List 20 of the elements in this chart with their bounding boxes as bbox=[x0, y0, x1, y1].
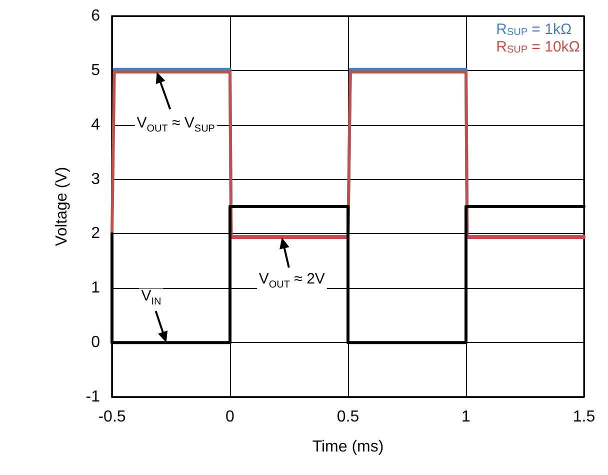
y-tick-label: 3 bbox=[91, 170, 100, 188]
text: RSUP = 10kΩ bbox=[496, 38, 580, 56]
y-tick-label: 1 bbox=[91, 280, 100, 297]
text: RSUP = 1kΩ bbox=[496, 21, 572, 38]
y-tick-label: 4 bbox=[91, 116, 100, 134]
x-tick-label: 0.5 bbox=[336, 408, 360, 426]
annotation: V$_{OUT}$ ≈ 2V bbox=[256, 270, 327, 290]
y-axis-title: Voltage (V) bbox=[54, 166, 70, 246]
y-tick-label: 0 bbox=[91, 334, 100, 352]
x-tick-label: -0.5 bbox=[98, 408, 126, 426]
y-tick-label: 2 bbox=[91, 225, 100, 242]
y-tick-label: 5 bbox=[91, 62, 100, 79]
x-axis-title: Time (ms) bbox=[312, 438, 384, 456]
annotation: V$_{IN}$ bbox=[139, 287, 164, 308]
x-tick-label: 1.5 bbox=[572, 408, 596, 426]
y-tick-label: -1 bbox=[86, 388, 100, 406]
x-tick-label: 0 bbox=[226, 408, 235, 426]
annotation: V$_{OUT}$ ≈ V$_{SUP}$ bbox=[134, 114, 217, 135]
y-tick-label: 6 bbox=[91, 8, 100, 24]
x-tick-label: 1 bbox=[462, 408, 471, 426]
